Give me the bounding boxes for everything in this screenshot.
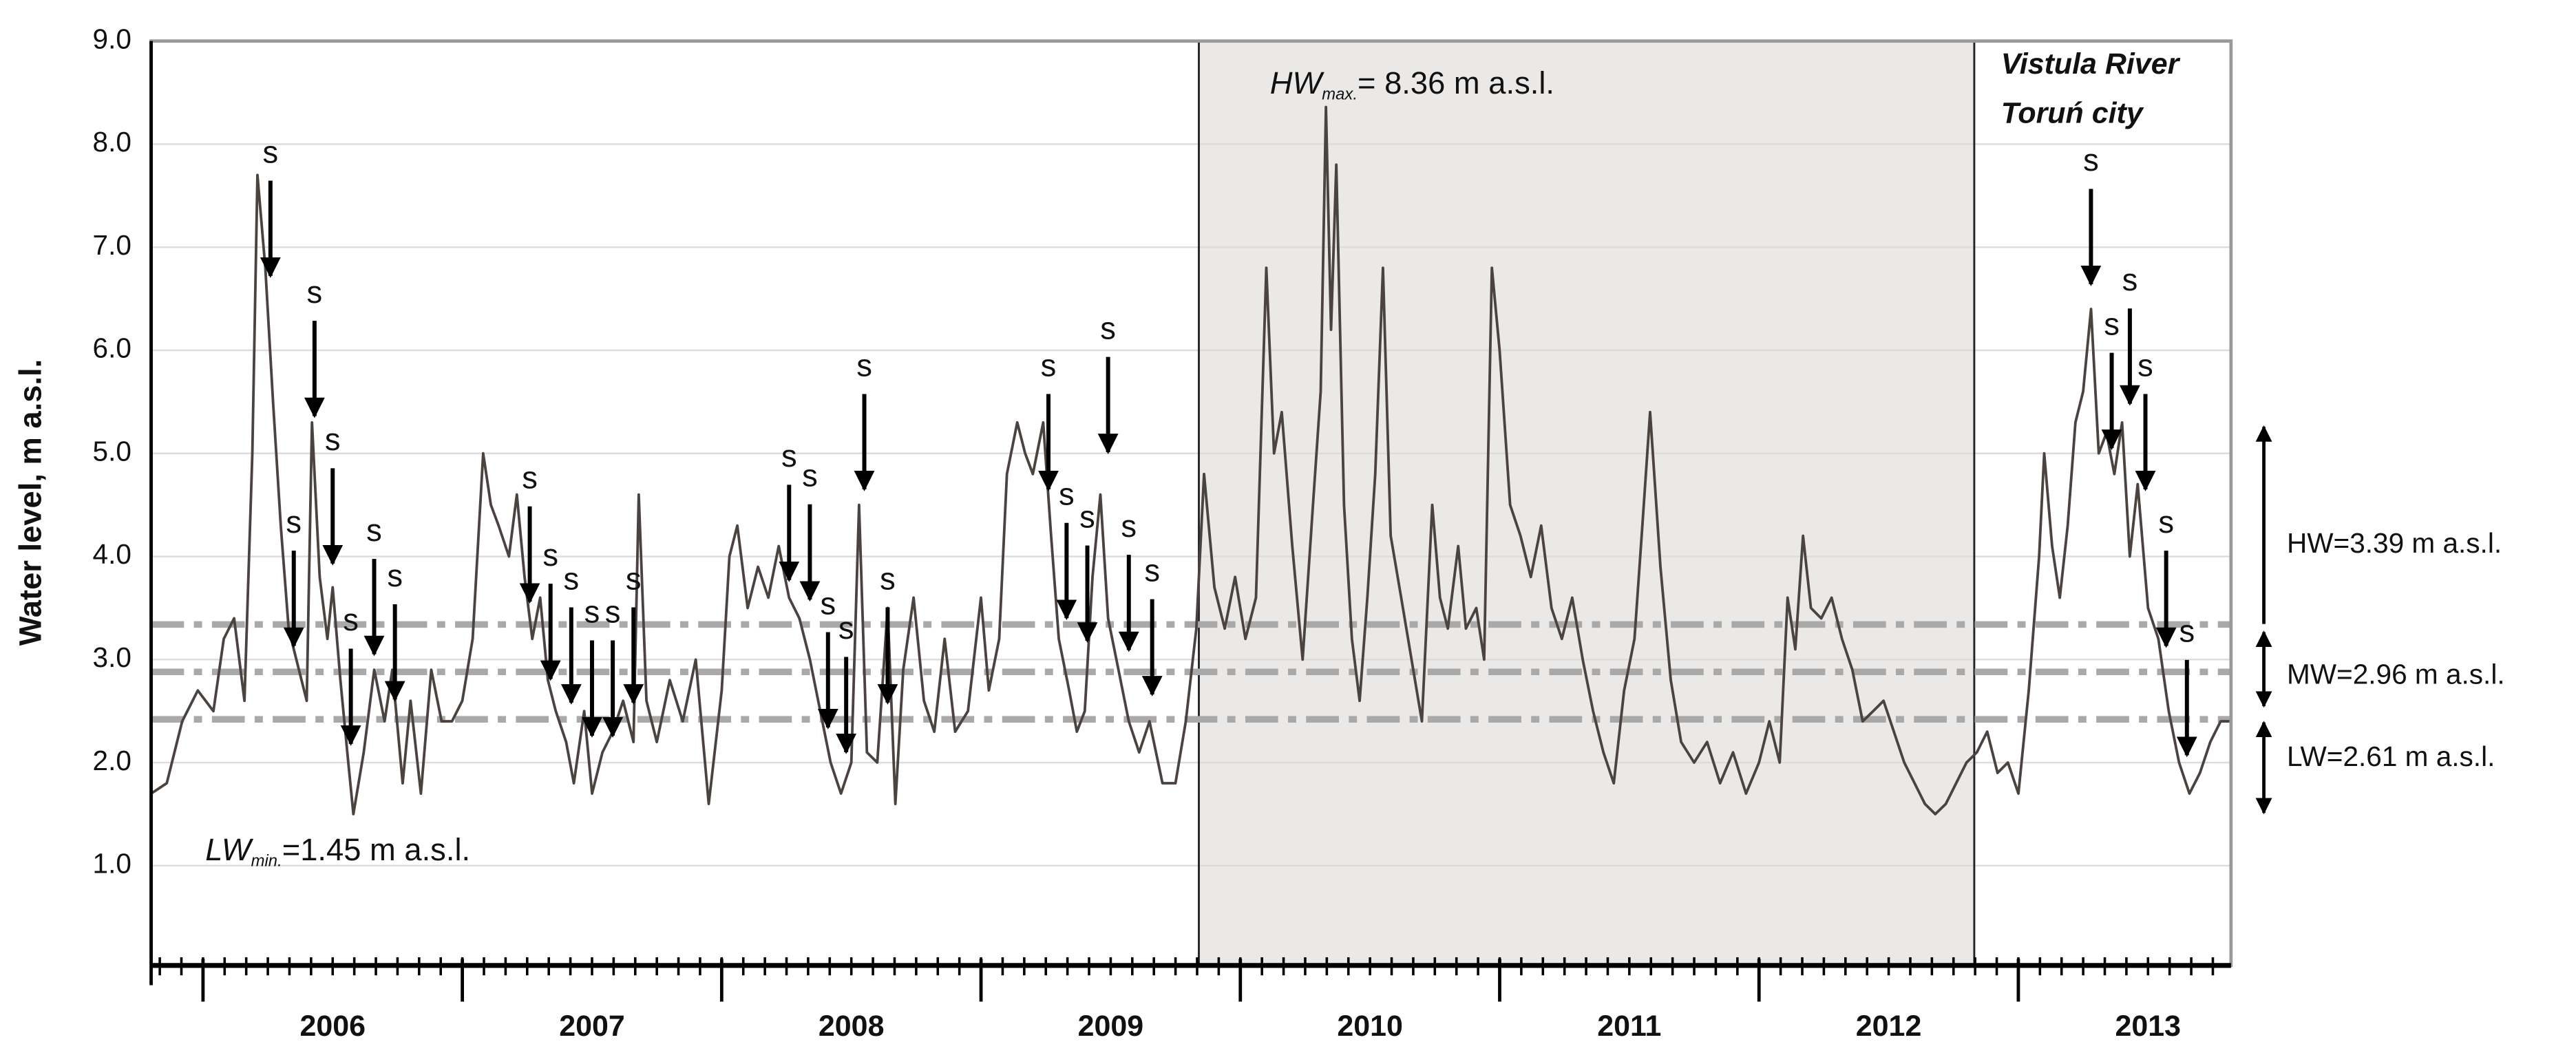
s-label: s — [838, 610, 854, 646]
y-tick-label: 6.0 — [93, 332, 131, 364]
s-label: s — [802, 458, 818, 493]
y-tick-label: 1.0 — [93, 848, 131, 880]
subscript: min. — [251, 852, 282, 871]
lw-min-annotation: LWmin.=1.45 m a.s.l. — [205, 832, 470, 871]
x-tick-label: 2008 — [819, 1010, 885, 1043]
text: = 8.36 m a.s.l. — [1358, 65, 1554, 100]
s-label: s — [1144, 553, 1160, 588]
s-label: s — [2104, 306, 2120, 341]
reference-label: HW=3.39 m a.s.l. — [2287, 527, 2502, 559]
symbol: HW — [1270, 65, 1325, 100]
place-label: Toruń city — [2001, 96, 2144, 129]
background-layer — [151, 40, 2231, 966]
s-label: s — [542, 538, 558, 573]
s-label: s — [584, 594, 600, 629]
x-tick-label: 2009 — [1078, 1010, 1144, 1043]
s-label: s — [2122, 262, 2138, 297]
s-label: s — [605, 594, 621, 629]
s-label: s — [366, 513, 382, 548]
s-label: s — [856, 348, 872, 383]
s-label: s — [2137, 348, 2153, 383]
symbol: LW — [205, 832, 254, 867]
x-tick-label: 2012 — [1856, 1010, 1922, 1043]
y-tick-label: 9.0 — [93, 23, 131, 54]
s-label: s — [1041, 348, 1057, 383]
subscript: max. — [1322, 85, 1358, 104]
highlight-period — [1199, 41, 1974, 966]
s-label: s — [325, 422, 341, 457]
s-label: s — [880, 561, 896, 596]
s-label: s — [286, 504, 302, 540]
y-tick-label: 7.0 — [93, 229, 131, 261]
water-level-line — [150, 105, 2231, 816]
s-label: s — [626, 561, 642, 596]
s-label: s — [307, 275, 323, 310]
hw-max-annotation: HWmax.= 8.36 m a.s.l. — [1270, 65, 1554, 104]
x-tick-label: 2013 — [2115, 1010, 2182, 1043]
text: =1.45 m a.s.l. — [282, 832, 470, 867]
reference-label: MW=2.96 m a.s.l. — [2287, 659, 2505, 690]
s-label: s — [1100, 310, 1116, 345]
y-tick-label: 8.0 — [93, 126, 131, 158]
s-label: s — [387, 558, 403, 593]
x-tick-label: 2006 — [299, 1010, 366, 1043]
y-tick-label: 3.0 — [93, 641, 131, 673]
y-tick-label: 2.0 — [93, 745, 131, 776]
s-label: s — [343, 602, 359, 637]
s-label: s — [2179, 614, 2195, 649]
s-label: s — [522, 460, 538, 496]
s-label: s — [564, 561, 580, 596]
s-label: s — [1121, 509, 1137, 544]
s-label: s — [263, 134, 279, 169]
s-label: s — [1059, 477, 1075, 512]
y-tick-label: 4.0 — [93, 538, 131, 570]
x-tick-label: 2011 — [1597, 1010, 1661, 1043]
reference-label: LW=2.61 m a.s.l. — [2287, 741, 2495, 772]
s-label: s — [781, 438, 797, 474]
s-label: s — [2083, 142, 2099, 178]
plot-layer: 1.0 2.0 3.0 4.0 5.0 6.0 7.0 8.0 9.0 2006 2007 2008 2… — [93, 23, 2233, 1043]
s-label: s — [820, 586, 836, 621]
y-axis-label: Water level, m a.s.l. — [13, 359, 48, 646]
x-tick-label: 2010 — [1337, 1010, 1403, 1043]
place-label: Vistula River — [2001, 47, 2181, 81]
s-label: s — [2158, 504, 2174, 540]
s-label: s — [1079, 499, 1095, 534]
x-tick-label: 2007 — [559, 1010, 625, 1043]
y-tick-label: 5.0 — [93, 435, 131, 467]
